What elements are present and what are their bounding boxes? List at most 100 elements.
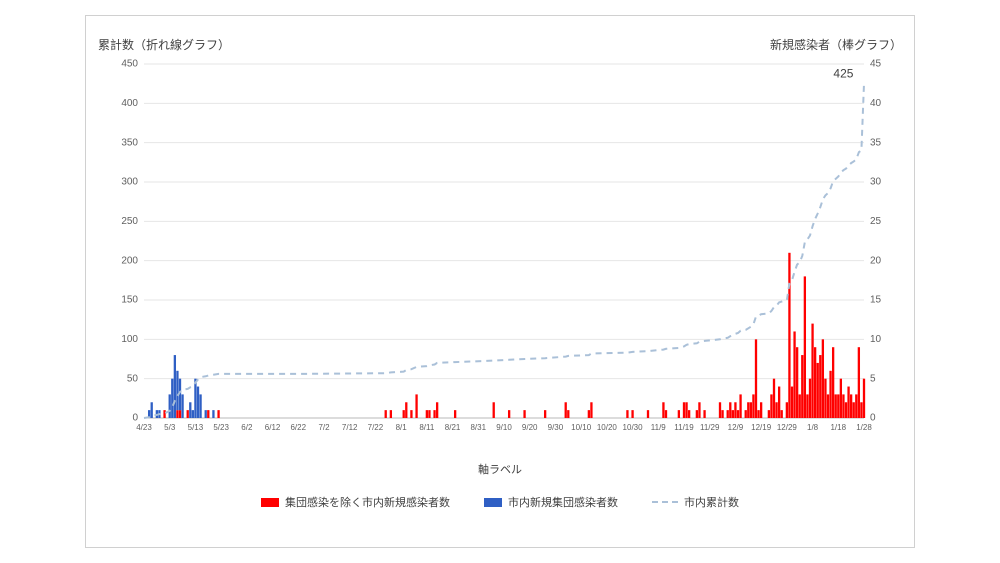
bar-new-cluster <box>194 379 196 418</box>
bar-new-noncluster <box>768 410 770 418</box>
bar-new-noncluster <box>847 387 849 418</box>
bar-new-cluster <box>181 394 183 418</box>
y-right-tick: 20 <box>870 255 882 266</box>
bar-new-noncluster <box>685 402 687 418</box>
x-tick: 12/19 <box>751 423 772 432</box>
x-tick: 11/29 <box>700 423 720 432</box>
bar-new-cluster <box>212 410 214 418</box>
bar-new-noncluster <box>662 402 664 418</box>
x-tick: 10/30 <box>623 423 644 432</box>
y-left-tick: 250 <box>121 216 138 227</box>
y-left-tick: 400 <box>121 98 138 109</box>
bar-new-noncluster <box>819 355 821 418</box>
y-right-tick: 30 <box>870 177 882 188</box>
y-left-tick: 450 <box>121 59 138 70</box>
bar-new-noncluster <box>773 379 775 418</box>
bar-new-noncluster <box>403 410 405 418</box>
bar-new-noncluster <box>804 276 806 418</box>
bar-new-noncluster <box>806 394 808 418</box>
bar-new-noncluster <box>747 402 749 418</box>
bar-new-noncluster <box>176 410 178 418</box>
bar-new-noncluster <box>729 402 731 418</box>
y-left-tick: 350 <box>121 137 138 148</box>
x-tick: 6/2 <box>241 423 253 432</box>
y-left-tick: 150 <box>121 295 138 306</box>
bar-new-noncluster <box>405 402 407 418</box>
bar-new-noncluster <box>415 394 417 418</box>
bar-new-noncluster <box>837 394 839 418</box>
bar-new-noncluster <box>842 394 844 418</box>
bar-new-noncluster <box>647 410 649 418</box>
bar-new-noncluster <box>207 410 209 418</box>
x-tick: 5/23 <box>213 423 229 432</box>
y-right-tick: 35 <box>870 137 882 148</box>
bar-new-noncluster <box>385 410 387 418</box>
bar-new-noncluster <box>187 410 189 418</box>
bar-new-noncluster <box>778 387 780 418</box>
bar-new-noncluster <box>853 402 855 418</box>
x-tick: 8/11 <box>419 423 435 432</box>
bar-new-noncluster <box>732 410 734 418</box>
callout-label: 425 <box>833 67 853 81</box>
bar-new-noncluster <box>454 410 456 418</box>
bar-new-noncluster <box>678 410 680 418</box>
bar-new-noncluster <box>410 410 412 418</box>
bar-new-noncluster <box>829 371 831 418</box>
x-tick: 1/28 <box>856 423 872 432</box>
y-left-tick: 300 <box>121 177 138 188</box>
bar-new-noncluster <box>788 253 790 418</box>
bar-new-cluster <box>189 402 191 418</box>
bar-new-noncluster <box>739 394 741 418</box>
x-tick: 5/3 <box>164 423 176 432</box>
bar-new-cluster <box>197 387 199 418</box>
bar-new-noncluster <box>163 410 165 418</box>
legend-item-red: 集団感染を除く市内新規感染者数 <box>261 494 450 510</box>
bar-new-noncluster <box>688 410 690 418</box>
bar-new-noncluster <box>719 402 721 418</box>
bar-new-noncluster <box>796 347 798 418</box>
y-right-tick: 45 <box>870 59 882 70</box>
bar-new-noncluster <box>814 347 816 418</box>
bar-new-noncluster <box>770 394 772 418</box>
bar-new-noncluster <box>750 402 752 418</box>
x-tick: 4/23 <box>136 423 152 432</box>
bar-new-cluster <box>199 394 201 418</box>
bar-new-noncluster <box>523 410 525 418</box>
x-tick: 10/10 <box>571 423 592 432</box>
x-tick: 1/8 <box>807 423 819 432</box>
x-tick: 8/1 <box>396 423 408 432</box>
x-tick: 7/2 <box>318 423 330 432</box>
bar-new-noncluster <box>832 347 834 418</box>
bar-new-noncluster <box>588 410 590 418</box>
bar-new-cluster <box>192 410 194 418</box>
y-left-tick: 50 <box>127 373 139 384</box>
plot-area: 0050510010150152002025025300303503540040… <box>144 56 864 446</box>
x-tick: 8/31 <box>470 423 486 432</box>
x-tick: 8/21 <box>445 423 461 432</box>
y-right-tick: 5 <box>870 373 876 384</box>
bar-new-noncluster <box>760 402 762 418</box>
x-tick: 7/22 <box>368 423 384 432</box>
bar-new-noncluster <box>734 402 736 418</box>
bar-new-noncluster <box>179 410 181 418</box>
bar-new-cluster <box>176 371 178 410</box>
x-tick: 11/9 <box>651 423 667 432</box>
x-tick: 11/19 <box>674 423 694 432</box>
bar-new-noncluster <box>824 379 826 418</box>
y-right-axis-title: 新規感染者（棒グラフ） <box>770 36 902 53</box>
x-axis-title: 軸ラベル <box>86 461 914 477</box>
legend-swatch-blue <box>484 498 502 507</box>
bar-new-noncluster <box>855 394 857 418</box>
bar-new-noncluster <box>745 410 747 418</box>
bar-new-cluster <box>169 394 171 418</box>
bar-new-noncluster <box>799 394 801 418</box>
bar-new-noncluster <box>757 410 759 418</box>
y-right-tick: 25 <box>870 216 882 227</box>
bar-new-noncluster <box>683 402 685 418</box>
bar-new-noncluster <box>426 410 428 418</box>
bar-new-noncluster <box>590 402 592 418</box>
bar-new-cluster <box>151 402 153 418</box>
legend-label-red: 集団感染を除く市内新規感染者数 <box>285 494 450 510</box>
bar-new-noncluster <box>436 402 438 418</box>
bar-new-noncluster <box>775 402 777 418</box>
